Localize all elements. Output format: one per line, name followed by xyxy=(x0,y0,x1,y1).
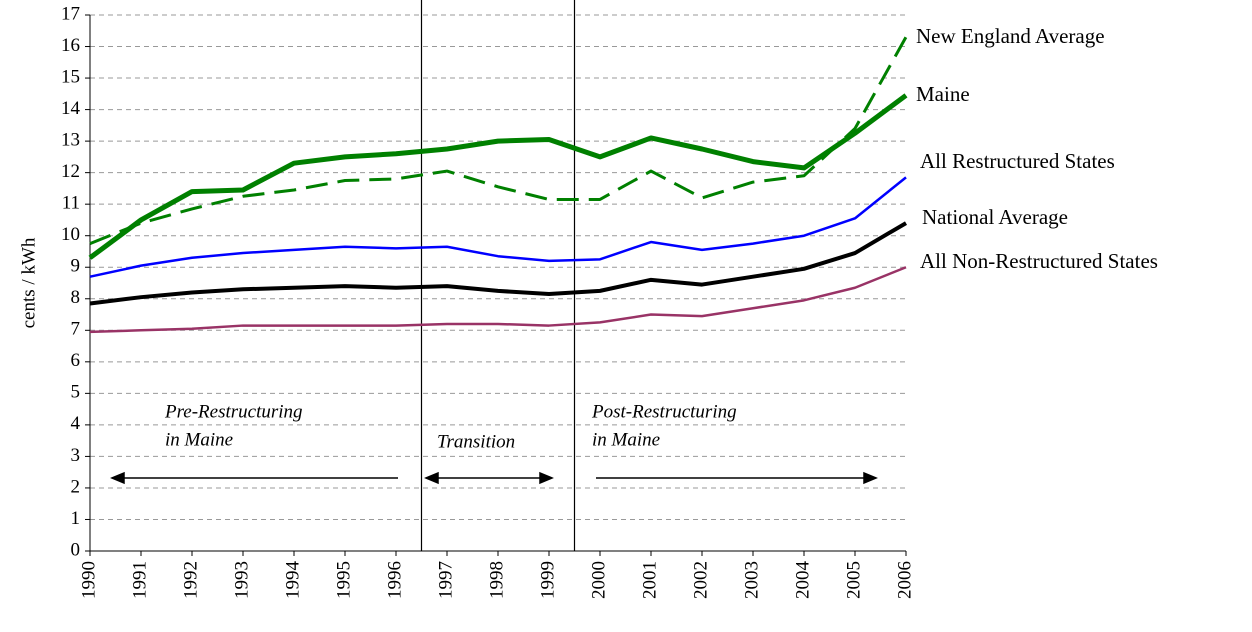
x-tick-label: 1998 xyxy=(486,561,507,599)
y-tick-label: 0 xyxy=(71,539,81,560)
series-line xyxy=(89,36,908,245)
legend-label: All Restructured States xyxy=(920,149,1115,173)
x-tick-label: 2003 xyxy=(741,561,762,599)
y-tick-label: 11 xyxy=(62,193,80,214)
x-tick-label: 1999 xyxy=(537,561,558,599)
annotation: Pre-Restructuring xyxy=(164,401,303,422)
y-tick-label: 17 xyxy=(61,3,80,24)
x-tick-label: 1990 xyxy=(78,561,99,599)
x-tick-label: 1997 xyxy=(435,561,456,599)
annotation: in Maine xyxy=(592,429,660,450)
series-line xyxy=(89,176,907,278)
x-tick-label: 2002 xyxy=(690,561,711,599)
x-tick-label: 2005 xyxy=(843,561,864,599)
series-line xyxy=(89,266,907,334)
y-tick-label: 12 xyxy=(61,161,80,182)
x-tick-label: 1993 xyxy=(231,561,252,599)
annotation: Post-Restructuring xyxy=(591,401,737,422)
y-tick-label: 8 xyxy=(71,287,81,308)
y-tick-label: 4 xyxy=(71,413,81,434)
y-tick-label: 14 xyxy=(61,98,81,119)
y-tick-label: 16 xyxy=(61,35,80,56)
x-tick-label: 1991 xyxy=(129,561,150,599)
y-tick-label: 1 xyxy=(71,508,81,529)
y-tick-label: 10 xyxy=(61,224,80,245)
annotation: Transition xyxy=(437,431,515,452)
x-tick-label: 2001 xyxy=(639,561,660,599)
y-tick-label: 3 xyxy=(71,445,81,466)
legend-label: National Average xyxy=(922,205,1068,229)
series-line xyxy=(89,221,908,306)
y-tick-label: 5 xyxy=(71,382,81,403)
y-tick-label: 9 xyxy=(71,256,81,277)
y-axis-label: cents / kWh xyxy=(18,237,39,328)
x-tick-label: 2000 xyxy=(588,561,609,599)
annotation: in Maine xyxy=(165,429,233,450)
x-tick-label: 2006 xyxy=(894,561,915,599)
legend-label: All Non-Restructured States xyxy=(920,249,1158,273)
y-tick-label: 13 xyxy=(61,129,80,150)
arrows xyxy=(110,471,878,485)
series-line xyxy=(88,93,908,260)
y-tick-label: 2 xyxy=(71,476,81,497)
legend-label: Maine xyxy=(916,82,970,106)
y-tick-label: 7 xyxy=(71,319,81,340)
y-tick-label: 6 xyxy=(71,350,81,371)
x-tick-label: 1996 xyxy=(384,561,405,599)
y-tick-label: 15 xyxy=(61,66,80,87)
x-tick-label: 1994 xyxy=(282,561,303,600)
x-tick-label: 1995 xyxy=(333,561,354,599)
x-tick-label: 1992 xyxy=(180,561,201,599)
x-tick-label: 2004 xyxy=(792,561,813,600)
legend-label: New England Average xyxy=(916,24,1105,48)
